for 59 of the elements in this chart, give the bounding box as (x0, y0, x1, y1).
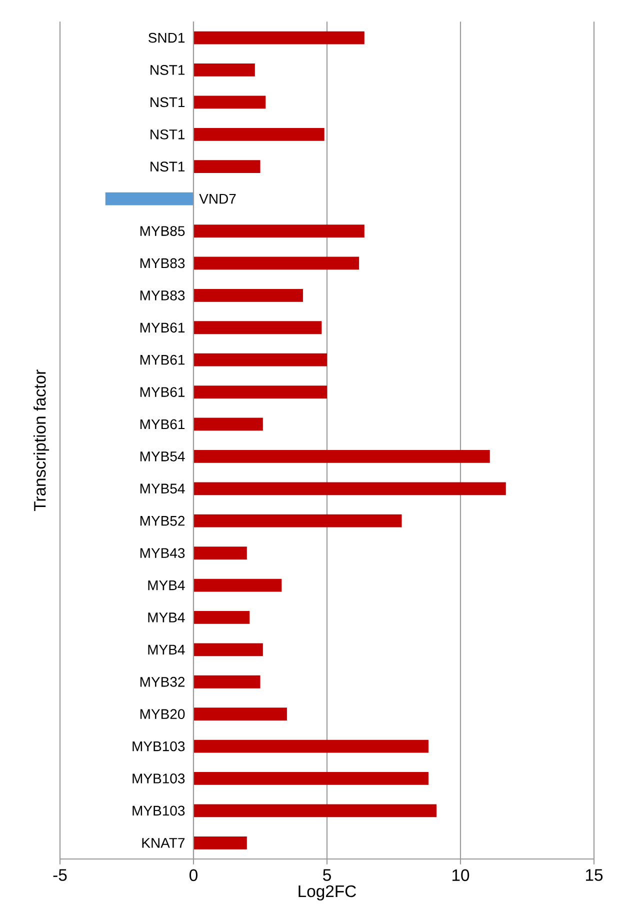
x-tick-label: 5 (323, 869, 331, 881)
bar (193, 31, 364, 44)
y-tick-label: MYB4 (148, 644, 185, 654)
y-tick-label: MYB61 (140, 419, 185, 430)
bar (193, 160, 260, 174)
bar (193, 482, 506, 496)
y-tick-label: MYB32 (140, 676, 185, 687)
y-tick-label: MYB103 (132, 741, 185, 752)
bar (193, 514, 402, 528)
y-tick-label: MYB20 (140, 709, 185, 720)
bar (193, 740, 428, 753)
y-tick-label: MYB43 (140, 548, 185, 558)
bar (193, 386, 327, 398)
y-tick-label: NST1 (150, 129, 185, 140)
bar (193, 772, 428, 785)
bar (193, 256, 360, 270)
bar (193, 546, 247, 560)
y-tick-label: KNAT7 (142, 838, 185, 848)
y-tick-label: MYB83 (140, 290, 185, 300)
bar (193, 64, 255, 76)
bar (193, 321, 322, 334)
bar (193, 643, 263, 656)
x-tick-label: 0 (190, 869, 198, 882)
y-tick-label: MYB103 (132, 774, 185, 784)
bar (193, 836, 247, 850)
y-tick-label: NST1 (150, 97, 185, 108)
x-tick-label: -5 (53, 869, 67, 881)
bar (193, 96, 266, 109)
y-tick-label: MYB4 (148, 612, 185, 622)
y-tick-label: MYB85 (140, 226, 185, 236)
y-tick-label: MYB103 (132, 806, 185, 816)
y-tick-label: SND1 (148, 32, 185, 43)
y-tick-label: MYB61 (140, 322, 185, 333)
bar (193, 450, 490, 463)
bar (193, 578, 282, 592)
bar (193, 224, 364, 238)
bar (105, 192, 194, 206)
y-tick-label: MYB52 (140, 516, 185, 526)
y-axis-title: Transcription factor (34, 370, 50, 511)
y-tick-label: VND7 (199, 194, 236, 204)
bar (193, 128, 324, 141)
bar (193, 804, 436, 818)
bar (193, 675, 260, 688)
x-tick-label: 15 (586, 869, 603, 881)
bar (193, 353, 327, 366)
bar (193, 708, 287, 721)
bar (193, 611, 250, 624)
y-tick-label: MYB83 (140, 258, 185, 268)
y-tick-label: NST1 (150, 162, 185, 172)
y-tick-label: NST1 (150, 65, 185, 75)
y-tick-label: MYB54 (140, 452, 185, 462)
bar (193, 418, 263, 431)
y-tick-label: MYB61 (140, 387, 185, 397)
bar (193, 288, 303, 302)
x-axis-title: Log2FC (298, 885, 356, 900)
y-tick-label: MYB54 (140, 484, 185, 494)
y-tick-label: MYB61 (140, 354, 185, 365)
x-tick-label: 10 (452, 869, 470, 882)
y-tick-label: MYB4 (148, 580, 185, 590)
